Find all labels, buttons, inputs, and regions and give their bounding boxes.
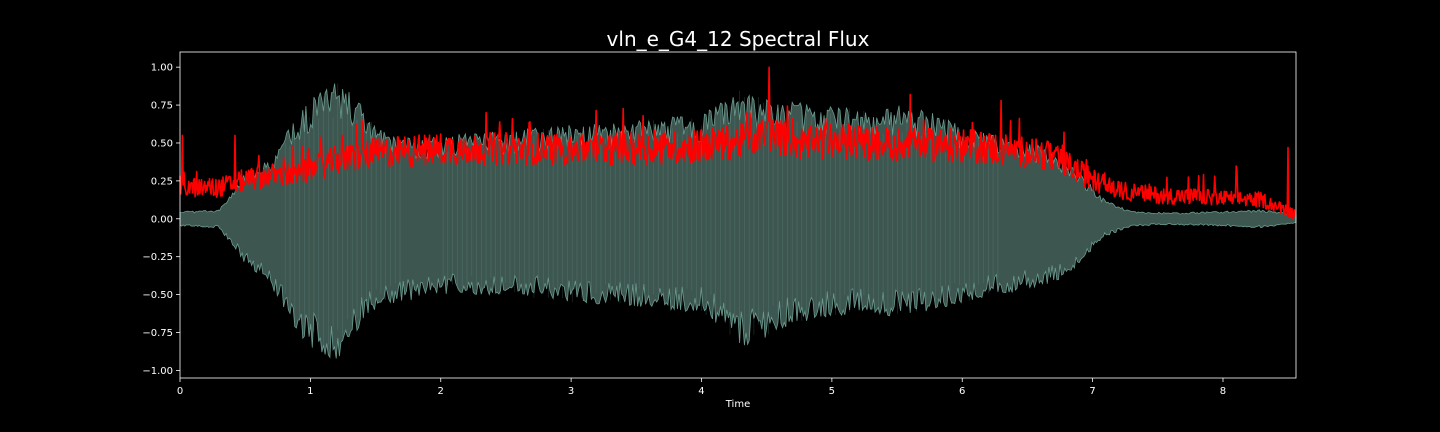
y-tick-label: 0.75 [151,101,173,112]
y-axis: 1.00 0.75 0.50 0.25 0.00 −0.25 −0.50 −0.75 −1.00 [142,63,180,377]
x-axis-label: Time [725,399,750,410]
y-tick-label: 0.50 [151,138,173,149]
flux-layer [179,66,1297,220]
y-tick-label: −1.00 [142,366,173,377]
x-tick-label: 0 [177,386,183,397]
y-tick-label: −0.75 [142,328,173,339]
x-tick-label: 5 [829,386,835,397]
y-tick-label: 0.00 [151,214,173,225]
waveform-layer [179,83,1297,359]
y-tick-label: 0.25 [151,176,173,187]
y-tick-label: −0.50 [142,290,173,301]
y-tick-label: 1.00 [151,63,173,74]
x-tick-label: 8 [1220,386,1226,397]
x-tick-label: 4 [698,386,704,397]
x-tick-label: 6 [959,386,965,397]
x-axis: 0 1 2 3 4 5 6 7 8 [177,378,1226,397]
x-tick-label: 2 [438,386,444,397]
chart-title: vln_e_G4_12 Spectral Flux [607,27,870,51]
x-tick-label: 3 [568,386,574,397]
plot-area [179,51,1297,379]
spectral-flux-line [179,66,1297,220]
y-tick-label: −0.25 [142,252,173,263]
x-tick-label: 7 [1089,386,1095,397]
x-tick-label: 1 [307,386,313,397]
axes-frame [179,51,1297,379]
